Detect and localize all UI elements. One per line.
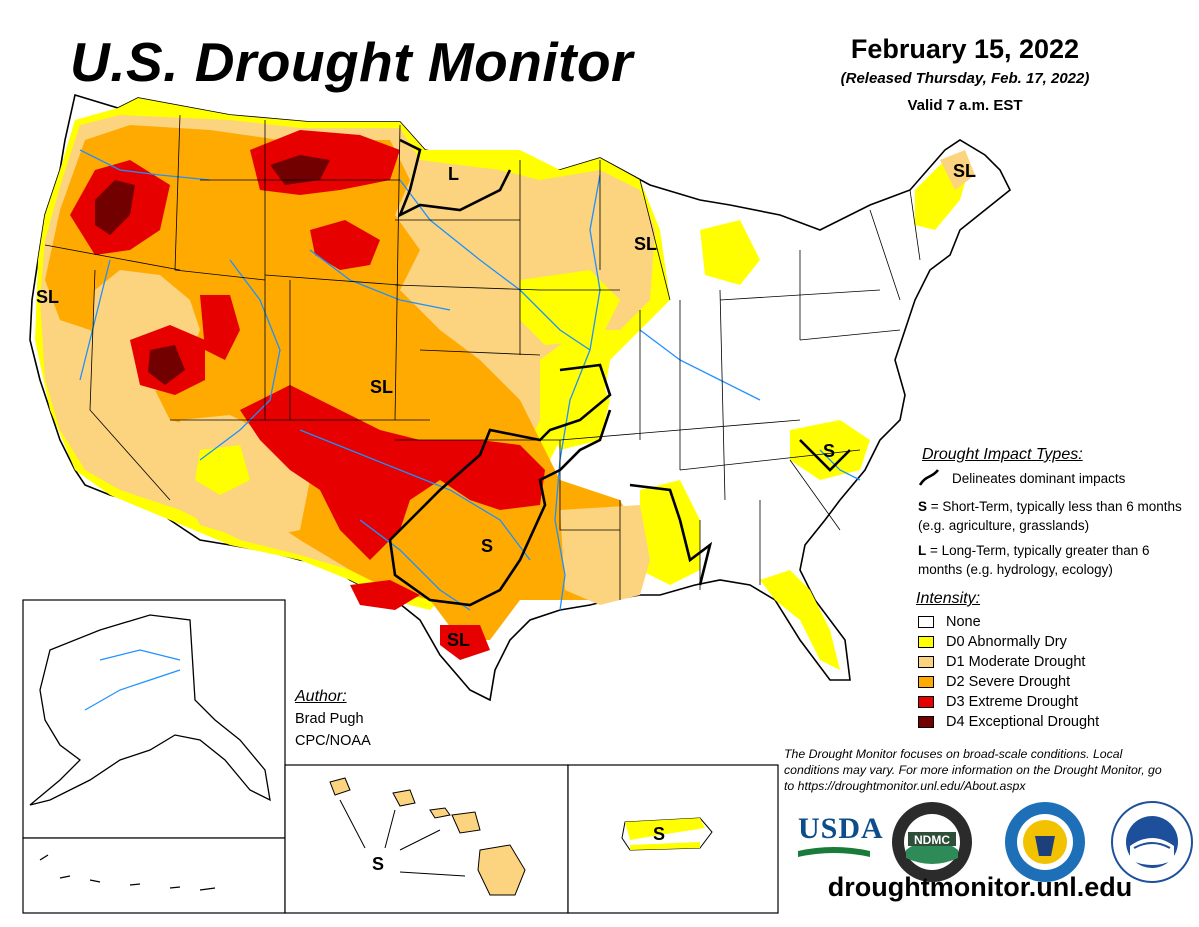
label-sl-texas: SL [447, 630, 470, 650]
ndmc-logo-text: NDMC [914, 833, 950, 847]
state-borders [44, 114, 921, 600]
label-s-hawaii: S [372, 854, 384, 874]
hawaii-islands [329, 777, 526, 896]
legend-swatch [918, 696, 934, 708]
impact-s-text: = Short-Term, typically less than 6 mont… [918, 499, 1182, 533]
label-s-puerto-rico: S [653, 824, 665, 844]
legend-swatch [918, 616, 934, 628]
author-heading: Author: [295, 688, 347, 705]
hawaii-pointer-lines [339, 799, 466, 877]
impact-types-heading: Drought Impact Types: [922, 446, 1083, 463]
d0-area-carolinas [790, 420, 870, 480]
label-sl-maine: SL [953, 161, 976, 181]
usda-logo-swoosh [798, 847, 870, 857]
legend-label: None [946, 614, 981, 630]
legend-swatch [918, 656, 934, 668]
impact-l-text: = Long-Term, typically greater than 6 mo… [918, 543, 1150, 577]
valid-time: Valid 7 a.m. EST [907, 97, 1023, 114]
hawaii-inset [284, 764, 569, 914]
label-s-texas: S [481, 536, 493, 556]
alaska-shape [29, 614, 271, 806]
commerce-logo [1005, 802, 1085, 882]
label-sl-california: SL [36, 287, 59, 307]
intensity-legend: None D0 Abnormally Dry D1 Moderate Droug… [918, 612, 1099, 732]
legend-label: D0 Abnormally Dry [946, 634, 1067, 650]
label-s-carolina: S [823, 441, 835, 461]
label-l-minnesota: L [448, 164, 459, 184]
d2-area-west [45, 125, 640, 640]
noaa-logo [1111, 801, 1193, 883]
label-sl-wisconsin: SL [634, 234, 657, 254]
legend-label: D2 Severe Drought [946, 674, 1071, 690]
release-date: (Released Thursday, Feb. 17, 2022) [840, 70, 1090, 87]
map-date: February 15, 2022 [850, 34, 1080, 64]
author-org: CPC/NOAA [295, 733, 371, 749]
d4-area-nevada [148, 345, 185, 385]
aleutian-islands [39, 854, 216, 891]
alaska-rivers [84, 649, 181, 711]
d3-area-south-texas [440, 625, 490, 660]
website-url[interactable]: droughtmonitor.unl.edu [827, 872, 1133, 902]
author-name: Brad Pugh [295, 711, 364, 727]
impact-short-term: S = Short-Term, typically less than 6 mo… [918, 497, 1188, 535]
d3-area-southern-plains [240, 385, 545, 560]
label-sl-southwest: SL [370, 377, 393, 397]
legend-label: D1 Moderate Drought [946, 654, 1086, 670]
ndmc-logo: NDMC [892, 802, 972, 882]
puerto-rico-dry [625, 818, 705, 840]
d3-area-sw-texas [350, 580, 420, 610]
d3-area-utah [200, 295, 240, 360]
puerto-rico-dry-south [630, 842, 700, 850]
usda-logo: USDA [798, 812, 884, 845]
intensity-heading: Intensity: [916, 590, 981, 607]
legend-swatch [918, 636, 934, 648]
d0-area-az [195, 445, 250, 495]
d1-area-louisiana [560, 505, 650, 605]
legend-label: D4 Exceptional Drought [946, 714, 1100, 730]
legend-swatch [918, 676, 934, 688]
d0-area-iowa [520, 270, 620, 345]
d4-area-montana [270, 155, 330, 185]
legend-swatch [918, 716, 934, 728]
legend-item: D2 Severe Drought [918, 672, 1099, 692]
map-title: U.S. Drought Monitor [70, 31, 633, 93]
rivers [79, 149, 861, 611]
impact-delineates-text: Delineates dominant impacts [952, 471, 1126, 486]
d0-area-mississippi [640, 480, 700, 585]
aleutian-inset [22, 837, 286, 914]
impact-s-key: S [918, 499, 928, 514]
legend-item: D0 Abnormally Dry [918, 632, 1099, 652]
disclaimer-text: The Drought Monitor focuses on broad-sca… [784, 747, 1162, 793]
impact-lines [388, 138, 851, 607]
impact-l-key: L [918, 543, 927, 558]
legend-item: None [918, 612, 1099, 632]
impact-long-term: L = Long-Term, typically greater than 6 … [918, 541, 1188, 579]
legend-label: D3 Extreme Drought [946, 694, 1079, 710]
legend-item: D4 Exceptional Drought [918, 712, 1099, 732]
d1-area-maine [940, 150, 975, 190]
impact-line-legend-sample [918, 469, 940, 486]
d0-area-michigan [700, 220, 760, 285]
d0-area-florida [760, 570, 840, 670]
d4-area-oregon [95, 180, 135, 235]
legend-item: D3 Extreme Drought [918, 692, 1099, 712]
legend-item: D1 Moderate Drought [918, 652, 1099, 672]
d3-area-wyoming [310, 220, 380, 270]
